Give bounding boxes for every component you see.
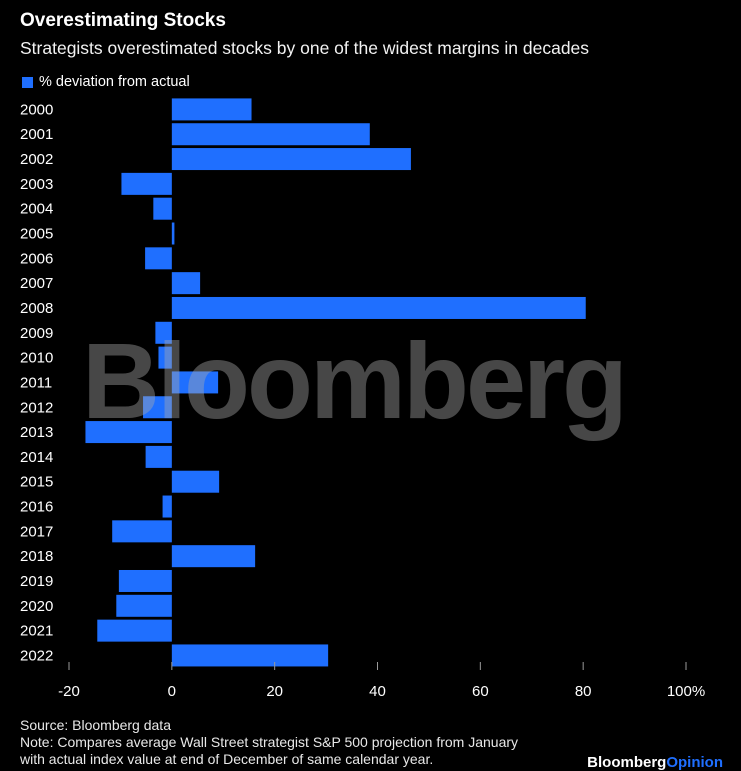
category-label-2000: 2000 [20,101,53,118]
category-label-2019: 2019 [20,573,53,590]
x-tick-label-6: 100% [667,683,705,700]
bar-2012 [143,396,172,419]
legend: % deviation from actual [22,74,190,90]
category-label-2001: 2001 [20,126,53,143]
category-label-2007: 2007 [20,275,53,292]
category-label-2005: 2005 [20,226,53,243]
bar-2010 [158,346,172,369]
bar-2003 [121,172,172,195]
category-label-2009: 2009 [20,325,53,342]
source-note: Source: Bloomberg data [20,717,171,733]
brand-main: Bloomberg [587,754,667,771]
category-label-2022: 2022 [20,647,53,664]
x-tick-label-2: 20 [266,683,283,700]
bar-2015 [171,470,220,493]
category-label-2004: 2004 [20,201,53,218]
category-label-2010: 2010 [20,350,53,367]
bar-2000 [171,98,252,121]
bar-2008 [171,296,586,319]
bar-2021 [97,619,172,642]
x-tick-label-0: -20 [58,683,80,700]
legend-swatch [22,76,33,88]
category-label-2002: 2002 [20,151,53,168]
bar-2014 [145,445,172,468]
footnote-line-1: Note: Compares average Wall Street strat… [20,734,519,750]
bloomberg-opinion-logo: BloombergOpinion [587,754,723,771]
x-tick-label-4: 60 [472,683,489,700]
bar-2004 [153,197,172,220]
bar-2017 [112,520,172,543]
category-label-2020: 2020 [20,598,53,615]
category-label-2014: 2014 [20,449,53,466]
category-label-2003: 2003 [20,176,53,193]
legend-label: % deviation from actual [39,74,190,90]
chart-title: Overestimating Stocks [20,10,226,31]
bar-2020 [116,594,172,617]
brand-accent: Opinion [666,754,723,771]
category-label-2006: 2006 [20,250,53,267]
category-label-2016: 2016 [20,499,53,516]
chart-subtitle: Strategists overestimated stocks by one … [20,38,590,58]
category-label-2015: 2015 [20,474,53,491]
x-tick-label-1: 0 [168,683,176,700]
footnote-line-2: with actual index value at end of Decemb… [20,751,434,767]
x-tick-label-5: 80 [575,683,592,700]
category-label-2017: 2017 [20,523,53,540]
bar-2007 [171,272,201,295]
category-label-2013: 2013 [20,424,53,441]
bar-2011 [171,371,219,394]
category-label-2012: 2012 [20,399,53,416]
bar-2002 [171,148,411,171]
bar-2018 [171,545,256,568]
category-label-2018: 2018 [20,548,53,565]
bar-2009 [155,321,172,344]
bar-2013 [85,421,172,444]
bar-2006 [145,247,172,270]
bar-2001 [171,123,370,146]
bar-2019 [118,569,172,592]
bar-2022 [171,644,329,667]
bar-2005 [171,222,175,245]
category-label-2008: 2008 [20,300,53,317]
category-label-2011: 2011 [20,374,52,391]
x-tick-label-3: 40 [369,683,386,700]
category-label-2021: 2021 [20,623,53,640]
bar-2016 [162,495,172,518]
